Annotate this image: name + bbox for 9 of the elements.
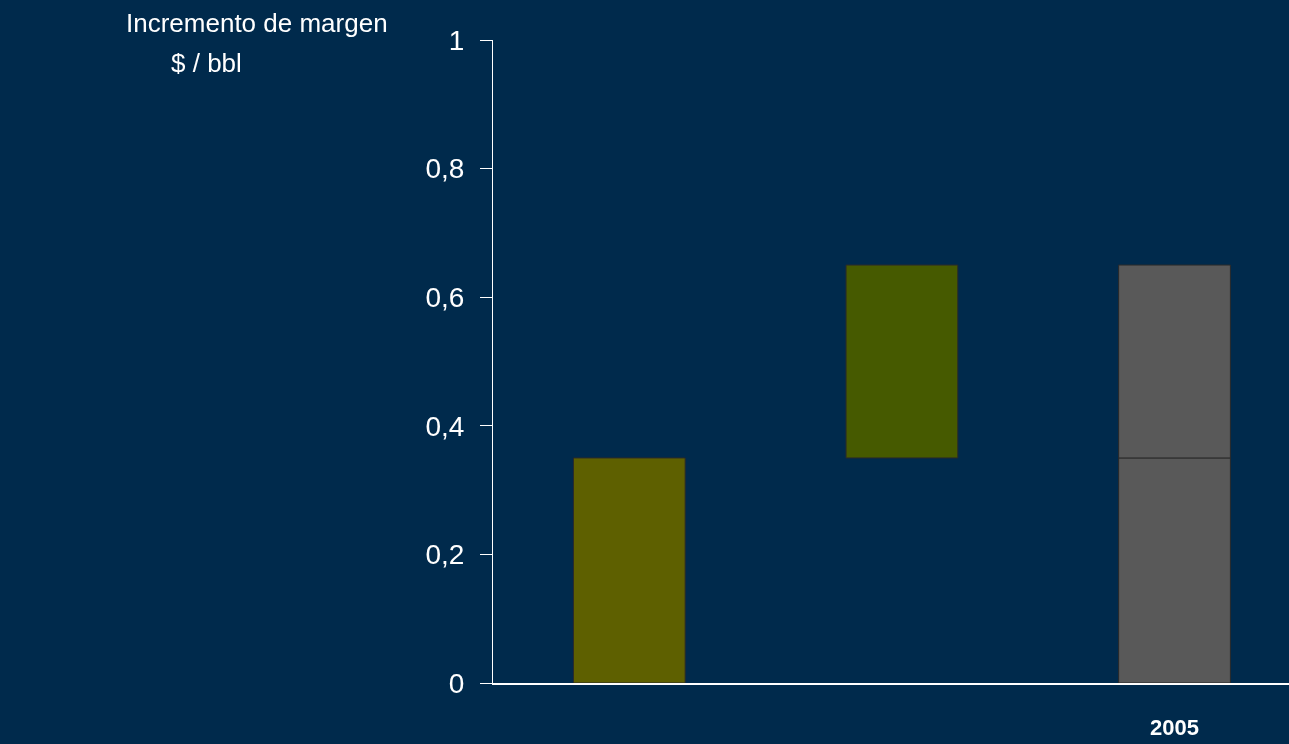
y-tick-label: 0,2 <box>425 539 465 571</box>
text: $ / bbl <box>171 48 242 78</box>
y-tick-label: 0,6 <box>425 282 465 313</box>
y-tick-label: 1 <box>448 24 465 56</box>
y-tick-label: 0 <box>448 667 465 699</box>
y-tick-label: 0,8 <box>425 153 465 185</box>
y-axis-title: Incremento de margen <box>126 8 388 38</box>
x-tick-label: 2005 <box>1150 715 1199 741</box>
y-tick-label: 0,4 <box>425 410 465 442</box>
